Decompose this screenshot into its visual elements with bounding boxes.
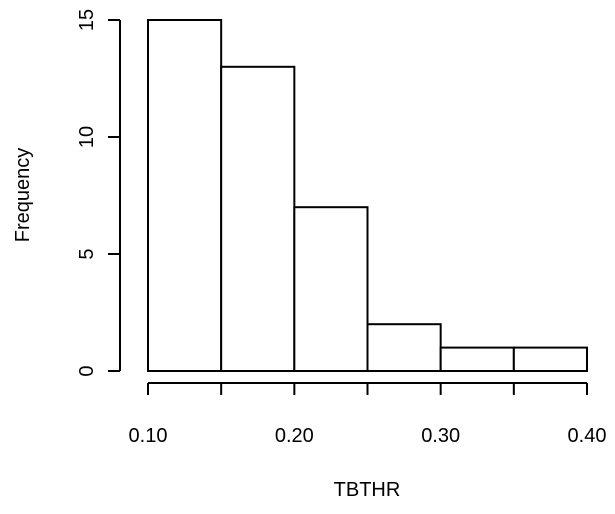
y-axis: 0 5 10 15 bbox=[76, 9, 121, 377]
histogram-bar-2 bbox=[220, 65, 296, 373]
y-tick-label-1: 0 bbox=[76, 365, 98, 376]
histogram-bar-6 bbox=[512, 346, 588, 373]
x-axis-title: TBTHR bbox=[334, 479, 401, 501]
histogram-bars bbox=[147, 19, 588, 373]
x-tick-label-4: 0.40 bbox=[568, 425, 607, 447]
y-tick-label-2: 5 bbox=[76, 248, 98, 259]
histogram-bar-1 bbox=[147, 19, 223, 372]
x-tick-label-1: 0.10 bbox=[129, 425, 168, 447]
x-axis: 0.10 0.20 0.30 0.40 bbox=[129, 382, 607, 447]
x-tick-label-3: 0.30 bbox=[421, 425, 460, 447]
x-tick-label-2: 0.20 bbox=[275, 425, 314, 447]
y-axis-title: Frequency bbox=[12, 148, 34, 243]
histogram-bar-4 bbox=[366, 323, 442, 373]
histogram-bar-5 bbox=[439, 346, 515, 373]
y-tick-label-4: 15 bbox=[76, 9, 98, 31]
y-tick-label-3: 10 bbox=[76, 126, 98, 148]
histogram-bar-3 bbox=[293, 206, 369, 372]
